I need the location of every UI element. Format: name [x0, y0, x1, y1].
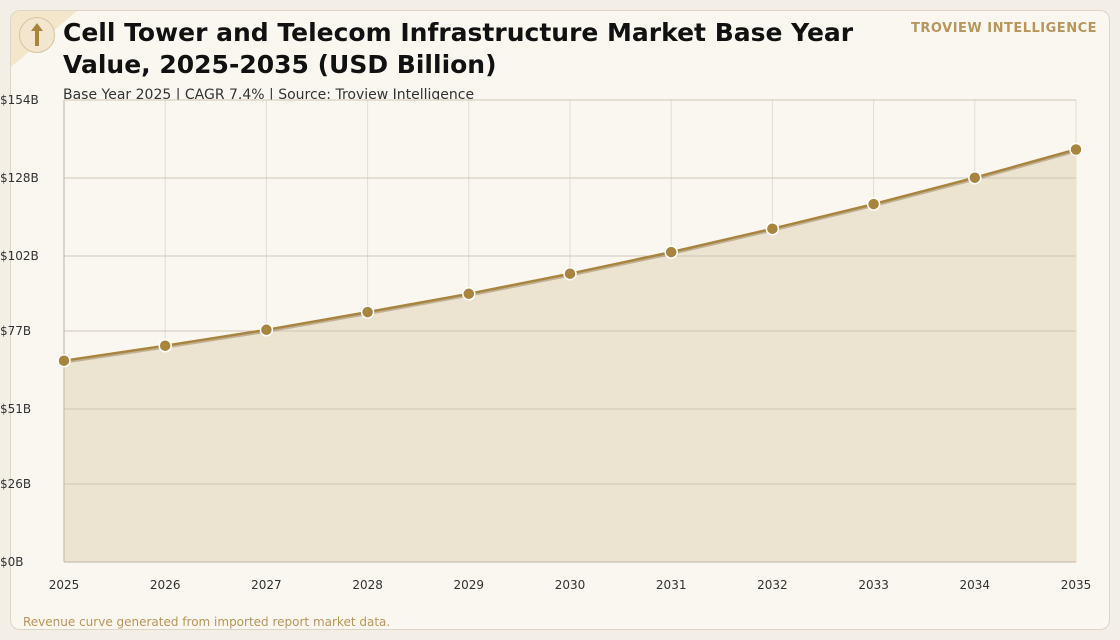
x-tick-label: 2025	[49, 578, 80, 592]
x-tick-label: 2030	[555, 578, 586, 592]
y-tick-label: $26B	[0, 477, 31, 491]
area-chart: $0B $26B $51B $77B $102B $128B $154B 2025 2026 20…	[0, 93, 1092, 592]
data-point	[664, 245, 678, 259]
y-tick-label: $51B	[0, 402, 31, 416]
upward-arrow-icon	[31, 23, 43, 46]
x-tick-label: 2035	[1061, 578, 1092, 592]
x-tick-label: 2026	[150, 578, 181, 592]
x-tick-label: 2027	[251, 578, 282, 592]
y-tick-label: $154B	[0, 93, 39, 107]
x-tick-label: 2032	[757, 578, 788, 592]
data-point	[360, 305, 375, 319]
x-tick-label: 2033	[858, 578, 889, 592]
data-point	[968, 170, 982, 185]
data-point	[765, 221, 780, 236]
data-point	[259, 323, 274, 337]
x-tick-label: 2029	[454, 578, 485, 592]
data-point	[57, 353, 71, 368]
x-tick-label: 2031	[656, 578, 687, 592]
x-tick-label: 2028	[352, 578, 383, 592]
brand-label: TROVIEW INTELLIGENCE	[911, 21, 1097, 36]
y-tick-label: $0B	[0, 555, 24, 569]
data-point	[158, 338, 172, 353]
area-fill	[64, 149, 1076, 562]
x-tick-label: 2034	[960, 578, 991, 592]
y-tick-label: $102B	[0, 249, 39, 263]
y-tick-label: $128B	[0, 171, 39, 185]
footnote: Revenue curve generated from imported re…	[23, 615, 391, 629]
y-tick-label: $77B	[0, 324, 31, 338]
logo-badge	[19, 17, 55, 53]
data-point	[563, 266, 577, 281]
data-point	[462, 287, 476, 301]
data-point	[866, 197, 881, 211]
chart-subtitle: Base Year 2025 | CAGR 7.4% | Source: Tro…	[63, 87, 475, 103]
data-point	[1069, 142, 1083, 157]
chart-title: Cell Tower and Telecom Infrastructure Ma…	[63, 18, 854, 79]
